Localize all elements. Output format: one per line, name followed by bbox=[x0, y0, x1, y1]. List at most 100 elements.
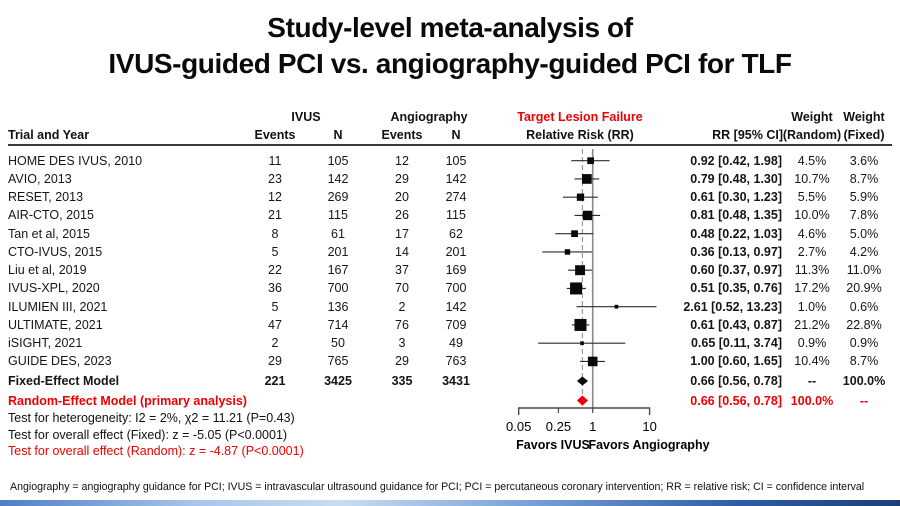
axis-tick-label: 0.05 bbox=[506, 419, 531, 434]
cell-w_random: 2.7% bbox=[797, 244, 827, 259]
cell-name: Fixed-Effect Model bbox=[8, 374, 120, 388]
cell-w_fixed: 0.9% bbox=[849, 336, 879, 351]
cell-ivus_events: 36 bbox=[268, 281, 282, 296]
cell-w_random: 10.7% bbox=[794, 171, 830, 186]
cell-ivus_n: 765 bbox=[327, 354, 349, 369]
cell-w_random: 17.2% bbox=[794, 281, 830, 296]
cell-ivus_events: 221 bbox=[264, 374, 286, 388]
cell-ivus_n: 714 bbox=[327, 317, 349, 332]
cell-ivus_events: 21 bbox=[268, 208, 282, 223]
col-weight-fixed: (Fixed) bbox=[843, 128, 885, 142]
table-row: RESET, 2013 12 269 20 274 0.61 [0.30, 1.23] 5.… bbox=[0, 188, 900, 206]
cell-ivus_events: 29 bbox=[268, 354, 282, 369]
cell-ivus_events: 8 bbox=[271, 226, 279, 241]
axis-tick-label: 10 bbox=[642, 419, 656, 434]
table-row: HOME DES IVUS, 2010 11 105 12 105 0.92 [0.42,… bbox=[0, 152, 900, 170]
slide-bottom-accent-bar bbox=[0, 500, 900, 506]
cell-w_fixed: 100.0% bbox=[842, 374, 886, 388]
col-group-target-lesion-failure: Target Lesion Failure bbox=[517, 110, 643, 124]
cell-ivus_n: 201 bbox=[327, 244, 349, 259]
col-group-ivus: IVUS bbox=[291, 110, 321, 124]
cell-angio_n: 142 bbox=[445, 299, 467, 314]
cell-angio_n: 274 bbox=[445, 190, 467, 205]
table-row: AVIO, 2013 23 142 29 142 0.79 [0.48, 1.30] 10.… bbox=[0, 170, 900, 188]
cell-name: HOME DES IVUS, 2010 bbox=[8, 153, 143, 168]
table-row: CTO-IVUS, 2015 5 201 14 201 0.36 [0.13, 0.97]… bbox=[0, 243, 900, 261]
cell-angio_events: 29 bbox=[395, 354, 409, 369]
cell-ivus_events: 5 bbox=[271, 299, 279, 314]
title-line1: Study-level meta-analysis of bbox=[267, 12, 633, 43]
col-weight-fixed-title: Weight bbox=[843, 110, 885, 124]
cell-angio_events: 3 bbox=[398, 336, 406, 351]
cell-rr_text: 0.61 [0.43, 0.87] bbox=[690, 317, 782, 332]
cell-ivus_n: 167 bbox=[327, 263, 349, 278]
cell-name: AIR-CTO, 2015 bbox=[8, 208, 94, 223]
cell-name: CTO-IVUS, 2015 bbox=[8, 244, 103, 259]
cell-angio_n: 700 bbox=[445, 281, 467, 296]
cell-rr_text: 0.61 [0.30, 1.23] bbox=[690, 190, 782, 205]
cell-angio_n: 49 bbox=[449, 336, 463, 351]
test-overall-random: Test for overall effect (Random): z = -4… bbox=[8, 444, 304, 458]
cell-w_fixed: 8.7% bbox=[849, 171, 879, 186]
cell-rr_text: 0.66 [0.56, 0.78] bbox=[690, 374, 782, 388]
cell-ivus_n: 50 bbox=[331, 336, 345, 351]
cell-angio_n: 142 bbox=[445, 171, 467, 186]
cell-angio_events: 2 bbox=[398, 299, 406, 314]
col-angio-n: N bbox=[451, 128, 461, 142]
cell-ivus_n: 136 bbox=[327, 299, 349, 314]
cell-w_random: 10.0% bbox=[794, 208, 830, 223]
cell-rr_text: 1.00 [0.60, 1.65] bbox=[690, 354, 782, 369]
table-row: ILUMIEN III, 2021 5 136 2 142 2.61 [0.52, 13.… bbox=[0, 298, 900, 316]
title-line2: IVUS-guided PCI vs. angiography-guided P… bbox=[108, 48, 792, 79]
cell-rr_text: 0.60 [0.37, 0.97] bbox=[690, 263, 782, 278]
cell-name: Tan et al, 2015 bbox=[8, 226, 91, 241]
cell-angio_events: 29 bbox=[395, 171, 409, 186]
cell-w_random: 100.0% bbox=[790, 393, 834, 408]
cell-ivus_events: 23 bbox=[268, 171, 282, 186]
cell-ivus_n: 61 bbox=[331, 226, 345, 241]
cell-w_fixed: 22.8% bbox=[846, 317, 882, 332]
cell-rr_text: 0.66 [0.56, 0.78] bbox=[690, 393, 782, 408]
cell-name: GUIDE DES, 2023 bbox=[8, 354, 112, 369]
cell-angio_events: 26 bbox=[395, 208, 409, 223]
cell-ivus_events: 22 bbox=[268, 263, 282, 278]
cell-rr_text: 0.92 [0.42, 1.98] bbox=[690, 153, 782, 168]
col-relative-risk: Relative Risk (RR) bbox=[526, 128, 634, 142]
cell-angio_n: 763 bbox=[445, 354, 467, 369]
cell-ivus_n: 115 bbox=[328, 208, 348, 223]
cell-ivus_n: 700 bbox=[327, 281, 349, 296]
table-row: IVUS-XPL, 2020 36 700 70 700 0.51 [0.35, 0.76… bbox=[0, 279, 900, 297]
cell-rr_text: 0.81 [0.48, 1.35] bbox=[690, 208, 782, 223]
cell-angio_n: 62 bbox=[449, 226, 463, 241]
footnote: Angiography = angiography guidance for P… bbox=[10, 481, 865, 493]
cell-name: RESET, 2013 bbox=[8, 190, 84, 205]
cell-name: AVIO, 2013 bbox=[8, 171, 72, 186]
table-row: iSIGHT, 2021 2 50 3 49 0.65 [0.11, 3.74] 0.9% 0… bbox=[0, 334, 900, 352]
cell-ivus_events: 2 bbox=[271, 336, 279, 351]
cell-angio_n: 201 bbox=[445, 244, 467, 259]
cell-ivus_events: 47 bbox=[268, 317, 282, 332]
cell-w_fixed: 11.0% bbox=[846, 263, 882, 278]
cell-ivus_events: 12 bbox=[268, 190, 282, 205]
col-weight-random-title: Weight bbox=[791, 110, 833, 124]
cell-rr_text: 0.48 [0.22, 1.03] bbox=[690, 226, 782, 241]
cell-w_random: 21.2% bbox=[794, 317, 830, 332]
cell-ivus_events: 5 bbox=[271, 244, 279, 259]
test-heterogeneity: Test for heterogeneity: I2 = 2%, χ2 = 11… bbox=[8, 411, 295, 425]
table-row: ULTIMATE, 2021 47 714 76 709 0.61 [0.43, 0.87… bbox=[0, 316, 900, 334]
axis-tick-label: 1 bbox=[589, 419, 596, 434]
cell-w_fixed: 3.6% bbox=[849, 153, 879, 168]
cell-w_fixed: 5.9% bbox=[849, 190, 879, 205]
col-group-angiography: Angiography bbox=[390, 110, 468, 124]
table-row: GUIDE DES, 2023 29 765 29 763 1.00 [0.60, 1.6… bbox=[0, 352, 900, 370]
cell-name: ILUMIEN III, 2021 bbox=[8, 299, 108, 314]
cell-w_random: 1.0% bbox=[797, 299, 827, 314]
cell-w_random: 0.9% bbox=[797, 336, 827, 351]
favors-ivus-label: Favors IVUS bbox=[516, 438, 590, 452]
axis-tick-label: 0.25 bbox=[546, 419, 571, 434]
col-ivus-events: Events bbox=[254, 128, 296, 142]
col-weight-random: (Random) bbox=[782, 128, 842, 142]
cell-w_fixed: 0.6% bbox=[849, 299, 879, 314]
cell-w_random: 4.6% bbox=[797, 226, 827, 241]
